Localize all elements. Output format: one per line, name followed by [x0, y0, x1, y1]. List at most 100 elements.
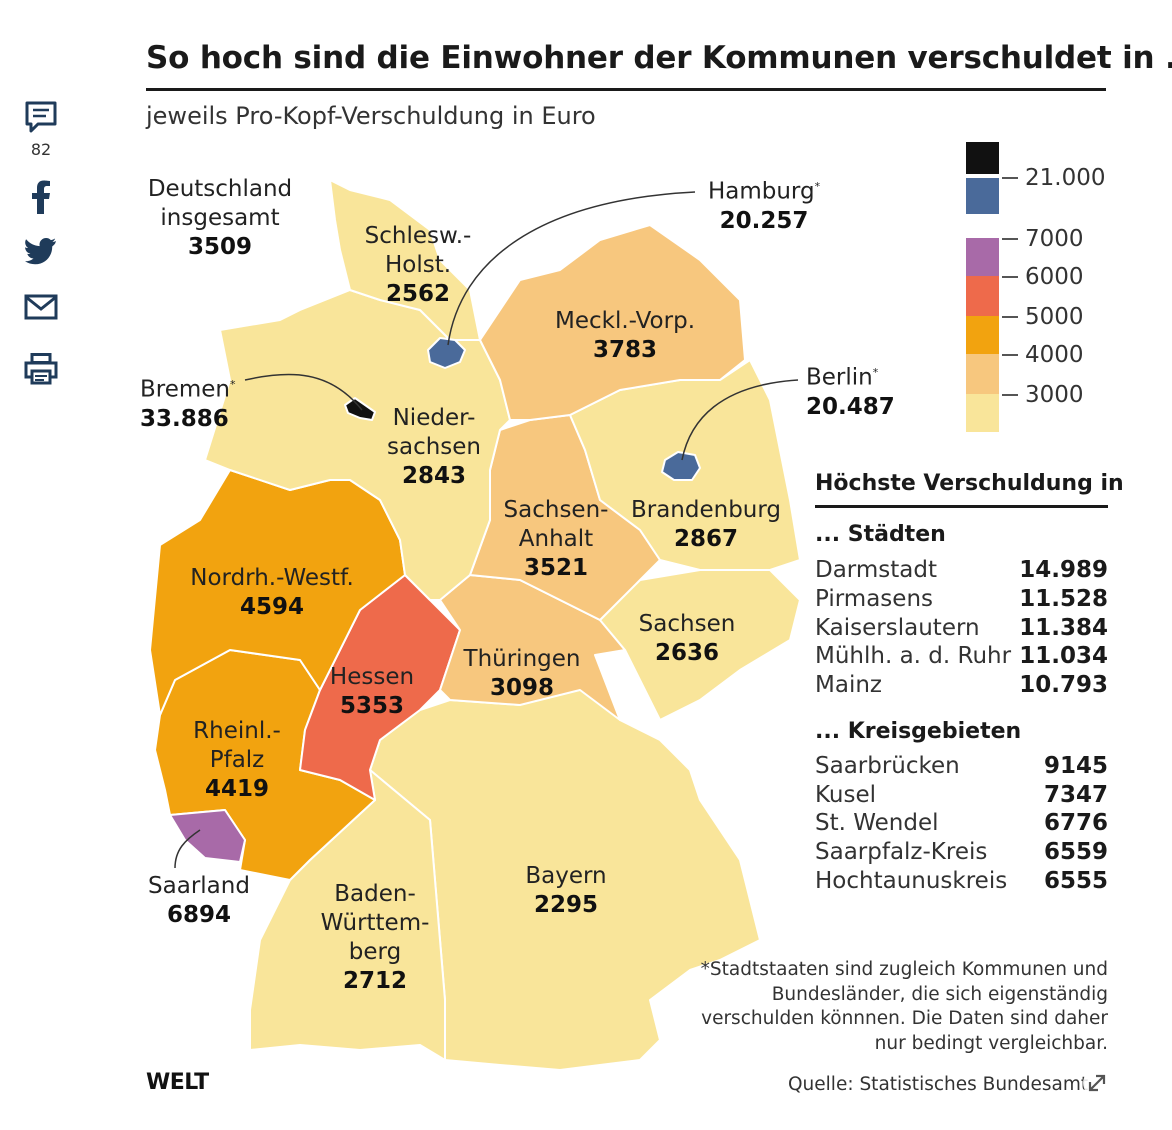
district-name: Hochtaunuskreis — [815, 868, 1008, 894]
label-saarland: Saarland 6894 — [148, 872, 250, 930]
facebook-share-button[interactable] — [22, 178, 60, 216]
label-value: 2562 — [385, 281, 450, 307]
city-name: Mühlh. a. d. Ruhr — [815, 643, 1012, 669]
label-name: Berlin — [806, 364, 873, 391]
mail-icon — [24, 294, 58, 320]
legend-label: 3000 — [1025, 382, 1084, 408]
chart-title: So hoch sind die Einwohner der Kommunen … — [146, 40, 1172, 76]
state-bremen[interactable] — [344, 397, 376, 421]
label-name: Rheinl.- — [193, 718, 281, 744]
state-berlin[interactable] — [661, 451, 701, 481]
comment-count: 82 — [30, 140, 52, 159]
print-button[interactable] — [22, 350, 60, 388]
label-name: Pfalz — [209, 747, 265, 773]
label-value: 4594 — [239, 594, 305, 620]
legend-swatch — [966, 316, 999, 354]
germany-total-name-2: insgesamt — [160, 205, 280, 231]
legend-tick — [1002, 276, 1018, 278]
city-value: 11.384 — [1019, 615, 1108, 641]
district-value: 6555 — [1043, 868, 1108, 894]
state-schleswig-holstein[interactable] — [329, 179, 481, 341]
ranking-divider — [815, 505, 1108, 508]
chart-subtitle: jeweils Pro-Kopf-Verschuldung in Euro — [146, 102, 596, 130]
label-value: 2295 — [533, 892, 599, 918]
footnote: *Stadtstaaten sind zugleich Kommunen und… — [700, 959, 1108, 1054]
state-sachsen[interactable] — [599, 569, 801, 721]
label-name: Bayern — [525, 863, 607, 889]
label-hamburg: Hamburg* 20.257 — [707, 178, 821, 234]
expand-button[interactable] — [1082, 1068, 1112, 1098]
legend-swatch — [966, 142, 999, 174]
label-name: Hamburg — [707, 178, 815, 205]
legend-swatch — [966, 178, 999, 214]
label-name: Brandenburg — [630, 497, 782, 523]
title-divider — [146, 88, 1106, 91]
label-value: 33.886 — [140, 405, 229, 432]
label-sachsen-anhalt: Sachsen- Anhalt 3521 — [504, 496, 609, 583]
state-hamburg[interactable] — [427, 337, 466, 369]
label-name: Sachsen — [638, 611, 736, 637]
label-sachsen: Sachsen 2636 — [639, 610, 736, 668]
label-name: Saarland — [148, 873, 250, 899]
ranking-heading: Höchste Verschuldung in — [815, 471, 1124, 496]
label-mecklenburg-vorpommern: Meckl.-Vorp. 3783 — [555, 307, 695, 365]
print-icon — [24, 353, 58, 385]
label-value: 2712 — [342, 968, 408, 994]
mail-share-button[interactable] — [22, 288, 60, 326]
label-niedersachsen: Nieder- sachsen 2843 — [387, 404, 481, 491]
label-value: 20.487 — [806, 393, 895, 420]
legend-label: 5000 — [1025, 304, 1084, 330]
city-name: Pirmasens — [815, 586, 933, 612]
label-brandenburg: Brandenburg 2867 — [631, 496, 781, 554]
legend-tick — [1002, 238, 1018, 240]
callout-lines — [174, 191, 799, 869]
label-name: Hessen — [329, 664, 415, 690]
welt-logo: WELT — [146, 1070, 209, 1095]
legend-label: 7000 — [1025, 226, 1084, 252]
label-thueringen: Thüringen 3098 — [464, 645, 581, 703]
label-value: 3783 — [592, 337, 657, 363]
label-name: Nieder- — [392, 405, 476, 431]
legend-tick — [1002, 177, 1018, 179]
label-name: Nordrh.-Westf. — [190, 565, 354, 591]
label-schleswig-holstein: Schlesw.- Holst. 2562 — [365, 222, 472, 309]
district-value: 6776 — [1043, 810, 1108, 836]
label-nordrhein-westfalen: Nordrh.-Westf. 4594 — [190, 564, 354, 622]
expand-icon — [1083, 1069, 1111, 1097]
legend-swatch — [966, 354, 999, 394]
bremen-callout-line — [244, 373, 363, 411]
comment-button[interactable] — [22, 98, 60, 136]
legend-swatch — [966, 276, 999, 316]
legend-tick — [1002, 354, 1018, 356]
germany-total-name-1: Deutschland — [147, 176, 293, 202]
label-name: Meckl.-Vorp. — [555, 308, 695, 334]
label-baden-wuerttemberg: Baden- Württem- berg 2712 — [321, 880, 430, 996]
twitter-icon — [25, 238, 56, 265]
label-value: 2636 — [654, 640, 720, 666]
label-value: 5353 — [339, 693, 405, 719]
label-name: Sachsen- — [503, 497, 609, 523]
label-name: Württem- — [320, 910, 430, 936]
legend-tick — [1002, 316, 1018, 318]
label-value: 3098 — [489, 675, 554, 701]
hamburg-callout-line — [447, 191, 696, 346]
state-saarland[interactable] — [169, 809, 246, 863]
germany-total-value: 3509 — [187, 234, 253, 260]
cities-subheading: ... Städten — [815, 522, 946, 547]
label-rheinland-pfalz: Rheinl.- Pfalz 4419 — [193, 717, 281, 804]
city-name: Mainz — [815, 672, 882, 698]
city-value: 11.034 — [1019, 643, 1108, 669]
legend-label: 4000 — [1025, 342, 1084, 368]
district-value: 7347 — [1043, 782, 1108, 808]
twitter-share-button[interactable] — [22, 232, 60, 270]
label-berlin: Berlin* 20.487 — [806, 364, 895, 420]
state-mecklenburg-vorpommern[interactable] — [479, 224, 746, 421]
city-value: 14.989 — [1019, 557, 1108, 583]
label-value: 20.257 — [719, 207, 809, 234]
city-name: Kaiserslautern — [815, 615, 980, 641]
district-name: St. Wendel — [815, 810, 939, 836]
label-name: Anhalt — [518, 526, 594, 552]
district-value: 9145 — [1043, 753, 1108, 779]
district-name: Kusel — [815, 782, 877, 808]
state-niedersachsen[interactable] — [204, 289, 511, 601]
